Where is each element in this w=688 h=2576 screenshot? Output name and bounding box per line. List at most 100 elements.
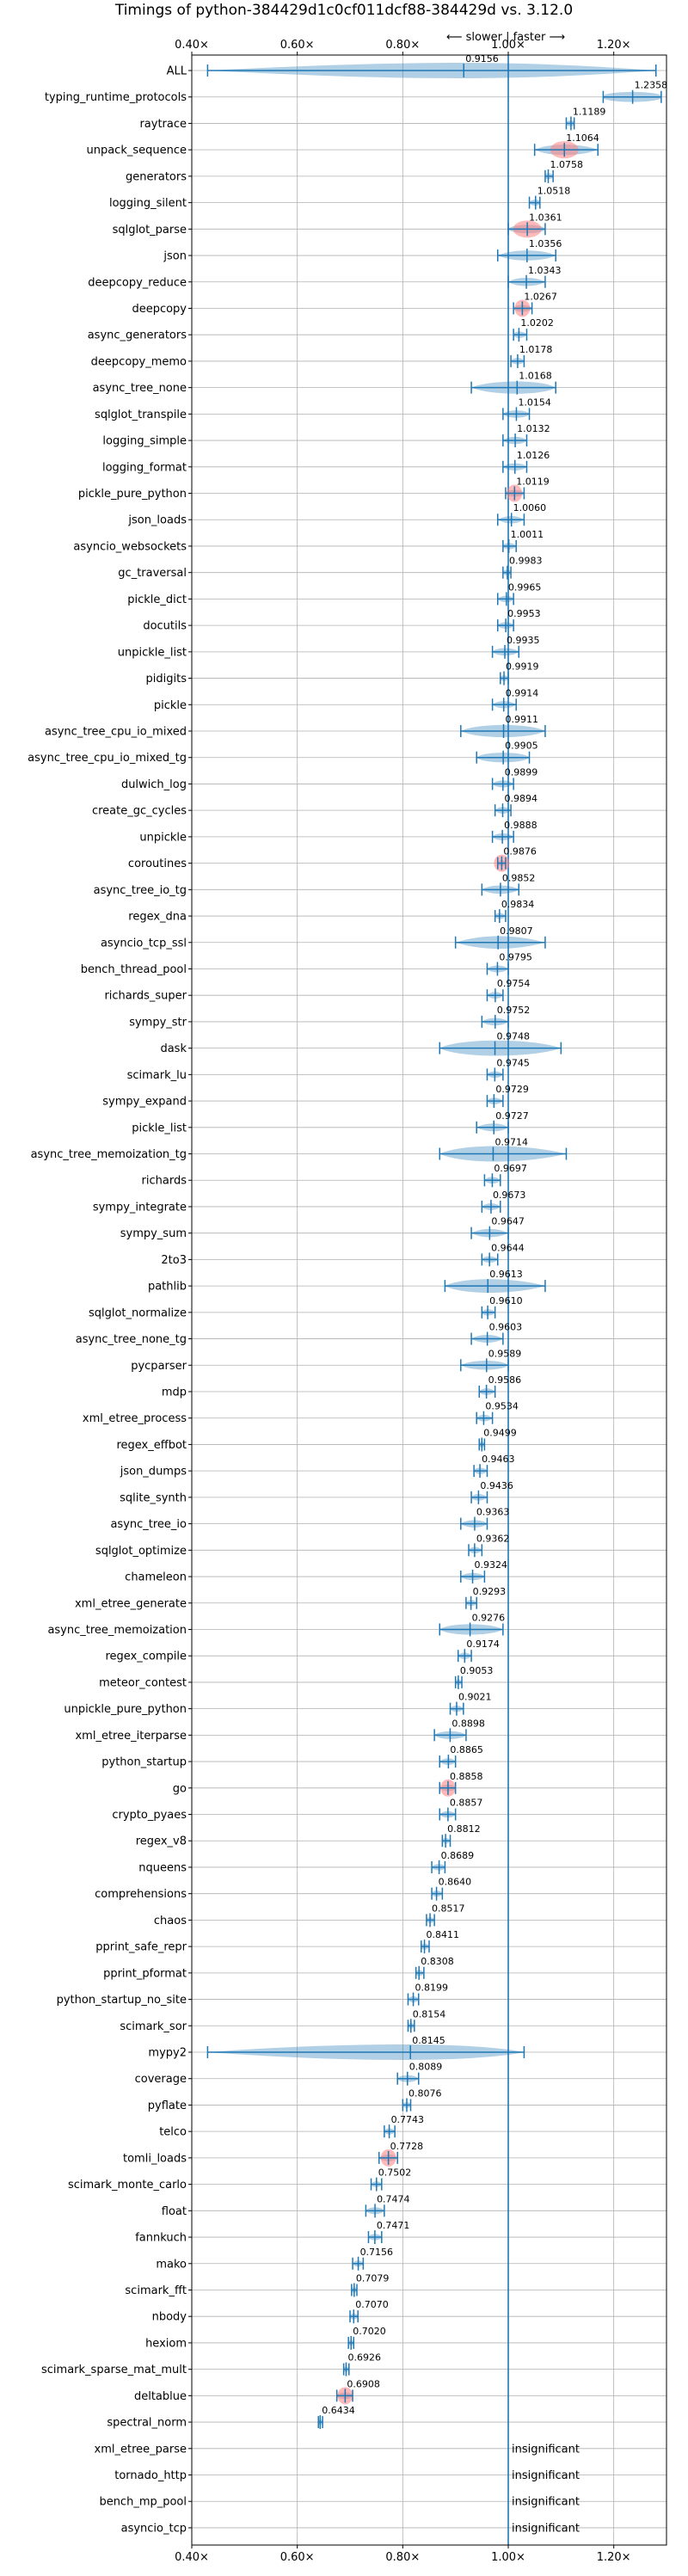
- benchmark-label: coroutines: [128, 858, 187, 870]
- value-label: 0.9053: [460, 1665, 494, 1676]
- benchmark-label: sympy_str: [129, 1016, 187, 1029]
- benchmark-label: python_startup_no_site: [57, 1994, 187, 2007]
- value-label: 0.7079: [356, 2272, 390, 2284]
- x-tick-label-bottom: 0.80×: [385, 2551, 420, 2564]
- value-label: 0.8154: [413, 2008, 446, 2020]
- benchmark-label: 2to3: [161, 1254, 187, 1267]
- benchmark-label: tomli_loads: [123, 2152, 187, 2165]
- plot-frame: [191, 54, 667, 2546]
- benchmark-label: json_loads: [127, 514, 187, 527]
- value-label: 0.9499: [483, 1427, 517, 1438]
- value-label: 0.8857: [450, 1798, 483, 1809]
- value-label: 0.9156: [465, 53, 499, 65]
- benchmark-label: sqlglot_transpile: [95, 409, 187, 421]
- insignificant-label: insignificant: [512, 2443, 580, 2456]
- benchmark-label: async_tree_none_tg: [76, 1333, 187, 1346]
- value-label: 0.8865: [450, 1744, 483, 1755]
- value-label: 0.9834: [501, 899, 535, 910]
- benchmark-label: mdp: [162, 1386, 187, 1399]
- benchmark-label: generators: [126, 170, 187, 183]
- benchmark-label: regex_dna: [128, 911, 187, 924]
- value-label: 1.1189: [573, 106, 606, 117]
- value-label: 0.8199: [415, 1983, 449, 1994]
- benchmark-label: bench_mp_pool: [99, 2496, 187, 2509]
- value-label: 0.9610: [489, 1295, 523, 1306]
- value-label: 0.9644: [491, 1242, 525, 1253]
- value-label: 0.9965: [508, 581, 542, 593]
- benchmark-label: scimark_monte_carlo: [68, 2179, 187, 2192]
- benchmark-label: async_tree_memoization: [47, 1624, 187, 1637]
- value-label: 1.0126: [517, 450, 550, 461]
- value-label: 1.0132: [517, 423, 550, 434]
- benchmark-label: pprint_pformat: [103, 1967, 187, 1980]
- value-label: 0.7474: [377, 2193, 410, 2204]
- value-label: 1.0202: [520, 317, 554, 329]
- value-label: 0.9362: [476, 1533, 510, 1544]
- benchmark-label: richards: [142, 1175, 187, 1188]
- value-label: 0.8517: [432, 1903, 465, 1914]
- benchmark-label: mako: [156, 2258, 187, 2271]
- benchmark-label: go: [173, 1782, 187, 1795]
- benchmark-label: asyncio_websockets: [73, 540, 187, 553]
- value-label: 1.2358: [635, 80, 668, 91]
- value-label: 0.9919: [506, 661, 539, 673]
- x-tick-label-top: 0.60×: [280, 39, 315, 52]
- benchmark-label: json: [163, 250, 187, 263]
- value-label: 0.9603: [489, 1322, 523, 1333]
- insignificant-label: insignificant: [512, 2496, 580, 2509]
- benchmark-label: xml_etree_parse: [95, 2443, 187, 2456]
- benchmark-label: ALL: [167, 65, 187, 78]
- value-label: 0.9953: [507, 608, 541, 619]
- value-label: 0.7728: [390, 2141, 424, 2152]
- value-label: 0.9745: [496, 1057, 530, 1068]
- x-tick-label-top: 0.40×: [175, 39, 209, 52]
- value-label: 1.0267: [524, 291, 557, 302]
- ticks-layer: 0.40× 0.40× 0.60× 0.60× 0.80× 0.80× 1.00× 1.00×…: [175, 39, 631, 2564]
- benchmark-label: pyflate: [148, 2100, 187, 2112]
- value-label: 1.0168: [519, 371, 552, 382]
- benchmark-label: async_tree_none: [93, 382, 187, 395]
- benchmark-label: python_startup: [101, 1756, 187, 1769]
- value-label: 0.9463: [482, 1454, 515, 1465]
- benchmark-label: coverage: [135, 2073, 187, 2086]
- benchmark-label: scimark_sor: [120, 2020, 187, 2033]
- value-label: 1.0119: [516, 476, 550, 488]
- value-label: 0.7156: [360, 2247, 394, 2258]
- value-label: 0.8076: [408, 2087, 441, 2099]
- benchmark-label: bench_thread_pool: [81, 963, 187, 976]
- benchmark-label: meteor_contest: [99, 1676, 187, 1689]
- benchmark-label: sqlglot_optimize: [95, 1545, 187, 1558]
- value-label: 0.8812: [447, 1823, 481, 1835]
- benchmark-label: pprint_safe_repr: [95, 1941, 187, 1954]
- x-tick-label-bottom: 0.60×: [280, 2551, 315, 2564]
- benchmark-label: sqlglot_normalize: [89, 1306, 187, 1319]
- benchmark-label: sqlite_synth: [120, 1491, 187, 1504]
- benchmark-label: nbody: [152, 2311, 187, 2324]
- benchmark-label: async_tree_io_tg: [94, 884, 187, 897]
- benchmark-label: async_tree_cpu_io_mixed_tg: [28, 752, 187, 765]
- value-label: 1.1064: [566, 132, 599, 144]
- benchmark-label: logging_simple: [102, 435, 187, 448]
- value-label: 1.0356: [529, 238, 562, 249]
- value-label: 0.9324: [475, 1559, 508, 1571]
- benchmark-label: unpickle_pure_python: [64, 1703, 187, 1716]
- benchmark-label: nqueens: [138, 1861, 187, 1874]
- benchmark-label: deepcopy_reduce: [88, 276, 187, 289]
- value-label: 0.9589: [488, 1348, 522, 1359]
- value-label: 0.9748: [497, 1031, 531, 1042]
- benchmark-label: tornado_http: [114, 2469, 187, 2482]
- value-label: 0.6926: [347, 2352, 381, 2364]
- value-label: 0.7743: [391, 2114, 425, 2125]
- benchmark-label: pycparser: [131, 1360, 187, 1373]
- value-label: 0.8858: [450, 1771, 483, 1782]
- value-label: 0.9586: [488, 1374, 522, 1386]
- benchmark-label: pickle_pure_python: [78, 488, 187, 501]
- benchmark-label: dask: [160, 1042, 187, 1055]
- value-label: 0.9647: [491, 1216, 525, 1227]
- marks-layer: [206, 55, 662, 2545]
- benchmark-label: hexiom: [145, 2337, 187, 2350]
- value-label: 0.7502: [378, 2167, 412, 2179]
- value-label: 0.9754: [497, 978, 531, 989]
